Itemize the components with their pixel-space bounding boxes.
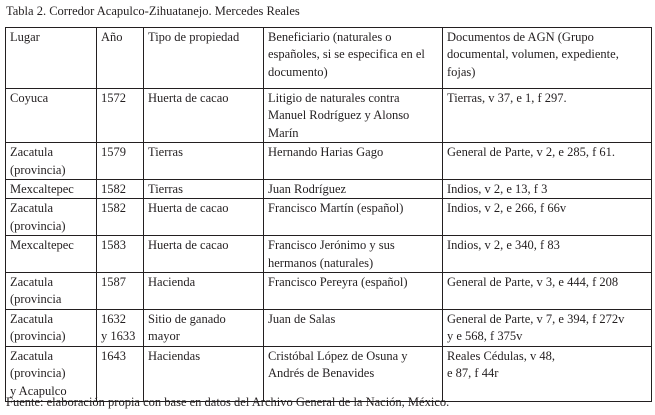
table-cell: Tierras (143, 142, 264, 181)
table-cell: Reales Cédulas, v 48, e 87, f 44r (442, 345, 652, 402)
table-cell: Mexcaltepec (5, 235, 97, 274)
header-cell: Beneficiario (naturales o españoles, si … (263, 27, 443, 89)
table-row: Zacatula (provincia) 1632 y 1633 Sitio de … (5, 308, 652, 347)
table-cell: Hernando Harias Gago (263, 142, 443, 181)
table-cell: Hacienda (143, 272, 264, 310)
table-cell: General de Parte, v 2, e 285, f 61. (442, 142, 652, 181)
table-cell: Sitio de ganado mayor (143, 308, 264, 347)
table-cell: Zacatula (provincia) (5, 198, 97, 237)
table-cell: Zacatula (provincia) y Acapulco (5, 345, 97, 402)
table-cell: 1587 (96, 272, 144, 310)
table-cell: 1582 (96, 179, 144, 200)
table-cell: 1579 (96, 142, 144, 181)
table-cell: Coyuca (5, 87, 97, 144)
table-title: Tabla 2. Corredor Acapulco-Zihuatanejo. … (6, 4, 300, 18)
table-cell: Cristóbal López de Osuna y Andrés de Ben… (263, 345, 443, 402)
table-row: Mexcaltepec 1582 Tierras Juan Rodríguez Indi… (5, 179, 652, 200)
table-cell: General de Parte, v 7, e 394, f 272v y e… (442, 308, 652, 347)
table-cell: 1643 (96, 345, 144, 402)
table-cell: Indios, v 2, e 266, f 66v (442, 198, 652, 237)
table-cell: 1583 (96, 235, 144, 274)
table-row: Mexcaltepec 1583 Huerta de cacao Francisco … (5, 235, 652, 274)
data-table: Lugar Año Tipo de propiedad Beneficiario… (5, 27, 652, 402)
header-cell: Tipo de propiedad (143, 27, 264, 89)
header-cell: Lugar (5, 27, 97, 89)
table-cell: 1582 (96, 198, 144, 237)
table-cell: Indios, v 2, e 340, f 83 (442, 235, 652, 274)
table-cell: Zacatula (provincia) (5, 142, 97, 181)
table-cell: Francisco Jerónimo y sus hermanos (natur… (263, 235, 443, 274)
table-row: Coyuca 1572 Huerta de cacao Litigio de natu… (5, 87, 652, 144)
table-header-row: Lugar Año Tipo de propiedad Beneficiario… (5, 27, 652, 89)
header-cell: Documentos de AGN (Grupo documental, vol… (442, 27, 652, 89)
table-cell: Francisco Martín (español) (263, 198, 443, 237)
table-row: Zacatula (provincia 1587 Hacienda Francisco… (5, 272, 652, 310)
table-cell: Zacatula (provincia (5, 272, 97, 310)
table-cell: Tierras, v 37, e 1, f 297. (442, 87, 652, 144)
table-cell: 1572 (96, 87, 144, 144)
header-cell: Año (96, 27, 144, 89)
table-cell: 1632 y 1633 (96, 308, 144, 347)
table-cell: Huerta de cacao (143, 198, 264, 237)
table-cell: Juan de Salas (263, 308, 443, 347)
table-cell: Indios, v 2, e 13, f 3 (442, 179, 652, 200)
table-cell: Huerta de cacao (143, 235, 264, 274)
table-cell: Mexcaltepec (5, 179, 97, 200)
table-row: Zacatula (provincia) 1579 Tierras Hernando … (5, 142, 652, 181)
table-cell: Litigio de naturales contra Manuel Rodrí… (263, 87, 443, 144)
table-cell: Haciendas (143, 345, 264, 402)
table-cell: Tierras (143, 179, 264, 200)
table-cell: Zacatula (provincia) (5, 308, 97, 347)
table-cell: Francisco Pereyra (español) (263, 272, 443, 310)
table-source-note: Fuente: elaboración propia con base en d… (6, 395, 450, 409)
table-cell: General de Parte, v 3, e 444, f 208 (442, 272, 652, 310)
table-cell: Juan Rodríguez (263, 179, 443, 200)
table-row: Zacatula (provincia) y Acapulco 1643 Hacie… (5, 345, 652, 402)
table-row: Zacatula (provincia) 1582 Huerta de cacao F… (5, 198, 652, 237)
table-cell: Huerta de cacao (143, 87, 264, 144)
